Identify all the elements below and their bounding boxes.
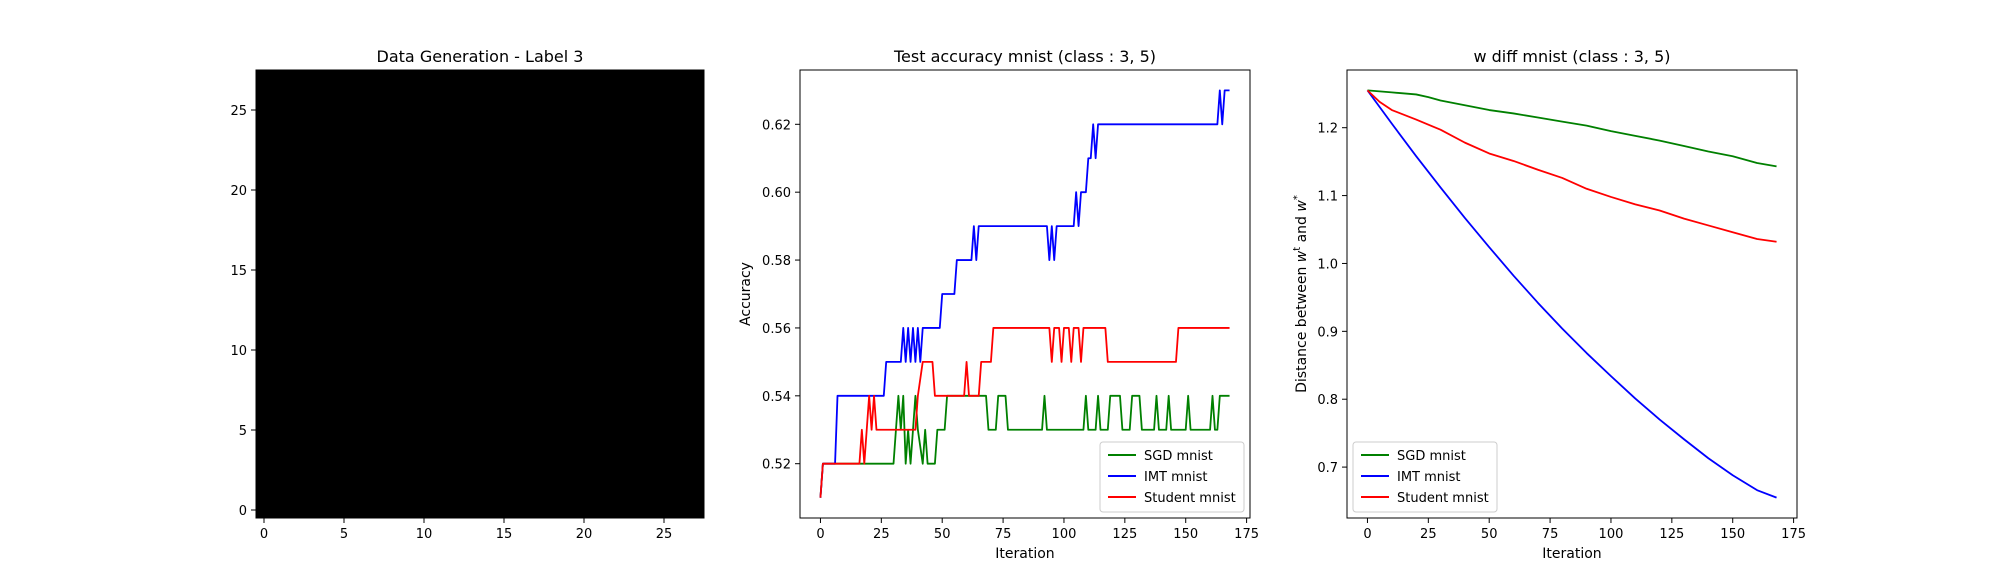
- wdiff-y-ticks: 0.7 0.8 0.9 1.0 1.1 1.2: [1317, 122, 1347, 476]
- accuracy-legend-box: [1099, 441, 1245, 513]
- wdiff-lines: [1366, 89, 1777, 499]
- y-tick-label: 0.62: [762, 118, 791, 133]
- y-tick-label: 1.1: [1317, 190, 1338, 205]
- y-tick-label: 0.8: [1317, 393, 1338, 408]
- accuracy-lines: [819, 89, 1230, 498]
- x-tick-label: 150: [1720, 527, 1745, 542]
- image-y-ticks: 0 5 10 15 20 25: [230, 104, 256, 519]
- wdiff-x-ticks: 0 25 50 75 100 125 150 175: [1363, 518, 1806, 542]
- series-line-sgd-mnist: [1367, 89, 1777, 168]
- y-tick-label: 1.0: [1317, 257, 1338, 272]
- y-tick-label: 0: [239, 504, 247, 519]
- y-tick-label: 1.2: [1317, 122, 1338, 137]
- x-tick-label: 175: [1781, 527, 1806, 542]
- x-tick-label: 100: [1599, 527, 1624, 542]
- x-tick-label: 0: [1363, 527, 1371, 542]
- x-tick-label: 25: [1420, 527, 1437, 542]
- x-tick-label: 75: [1542, 527, 1559, 542]
- x-tick-label: 125: [1659, 527, 1684, 542]
- y-tick-label: 10: [230, 344, 247, 359]
- y-tick-label: 0.7: [1317, 461, 1338, 476]
- x-tick-label: 0: [816, 527, 824, 542]
- wdiff-frame: [1346, 69, 1798, 519]
- image-x-ticks: 0 5 10 15 20 25: [260, 518, 672, 542]
- y-tick-label: 0.52: [762, 458, 791, 473]
- accuracy-x-ticks: 0 25 50 75 100 125 150 175: [816, 518, 1259, 542]
- series-line-imt-mnist: [819, 89, 1230, 498]
- y-tick-label: 25: [230, 104, 247, 119]
- x-tick-label: 125: [1112, 527, 1137, 542]
- accuracy-title: Test accuracy mnist (class : 3, 5): [893, 47, 1156, 66]
- wdiff-title: w diff mnist (class : 3, 5): [1473, 47, 1670, 66]
- y-tick-label: 0.9: [1317, 325, 1338, 340]
- legend-label: Student mnist: [1397, 491, 1489, 506]
- accuracy-frame: [799, 69, 1251, 519]
- accuracy-y-label: Accuracy: [738, 262, 754, 326]
- accuracy-panel: Test accuracy mnist (class : 3, 5) 0 25 50…: [738, 47, 1259, 562]
- x-tick-label: 5: [340, 527, 348, 542]
- x-tick-label: 50: [934, 527, 951, 542]
- x-tick-label: 25: [656, 527, 673, 542]
- series-line-student-mnist: [819, 327, 1230, 498]
- y-tick-label: 0.60: [762, 186, 791, 201]
- wdiff-y-label: Distance between wt and w*: [1292, 195, 1310, 393]
- x-tick-label: 15: [496, 527, 513, 542]
- x-tick-label: 75: [995, 527, 1012, 542]
- x-tick-label: 150: [1173, 527, 1198, 542]
- y-tick-label: 20: [230, 184, 247, 199]
- legend-label: SGD mnist: [1397, 449, 1466, 464]
- legend-label: IMT mnist: [1144, 470, 1208, 485]
- image-title: Data Generation - Label 3: [377, 47, 584, 66]
- accuracy-x-label: Iteration: [995, 546, 1054, 562]
- series-line-student-mnist: [1366, 89, 1777, 243]
- image-pixels: [256, 70, 704, 518]
- image-panel: Data Generation - Label 3 0 5 10 15 20 25 0 5 1…: [230, 47, 705, 542]
- y-tick-label: 0.54: [762, 390, 791, 405]
- x-tick-label: 20: [576, 527, 593, 542]
- x-tick-label: 25: [873, 527, 890, 542]
- x-tick-label: 0: [260, 527, 268, 542]
- image-background: [256, 70, 704, 518]
- y-tick-label: 5: [239, 424, 247, 439]
- y-tick-label: 15: [230, 264, 247, 279]
- accuracy-y-ticks: 0.52 0.54 0.56 0.58 0.60 0.62: [762, 118, 800, 473]
- series-line-imt-mnist: [1366, 89, 1777, 499]
- wdiff-legend-box: [1352, 441, 1498, 513]
- x-tick-label: 50: [1481, 527, 1498, 542]
- image-frame: [255, 69, 705, 519]
- accuracy-legend: SGD mnist IMT mnist Student mnist: [1099, 441, 1245, 513]
- x-tick-label: 100: [1052, 527, 1077, 542]
- y-tick-label: 0.58: [762, 254, 791, 269]
- y-tick-label: 0.56: [762, 322, 791, 337]
- wdiff-legend: SGD mnist IMT mnist Student mnist: [1352, 441, 1498, 513]
- legend-label: SGD mnist: [1144, 449, 1213, 464]
- wdiff-panel: w diff mnist (class : 3, 5) 0 25 50 75 100 12…: [1292, 47, 1806, 562]
- x-tick-label: 10: [416, 527, 433, 542]
- series-line-sgd-mnist: [819, 394, 1230, 498]
- x-tick-label: 175: [1234, 527, 1259, 542]
- wdiff-x-label: Iteration: [1542, 546, 1601, 562]
- legend-label: Student mnist: [1144, 491, 1236, 506]
- legend-label: IMT mnist: [1397, 470, 1461, 485]
